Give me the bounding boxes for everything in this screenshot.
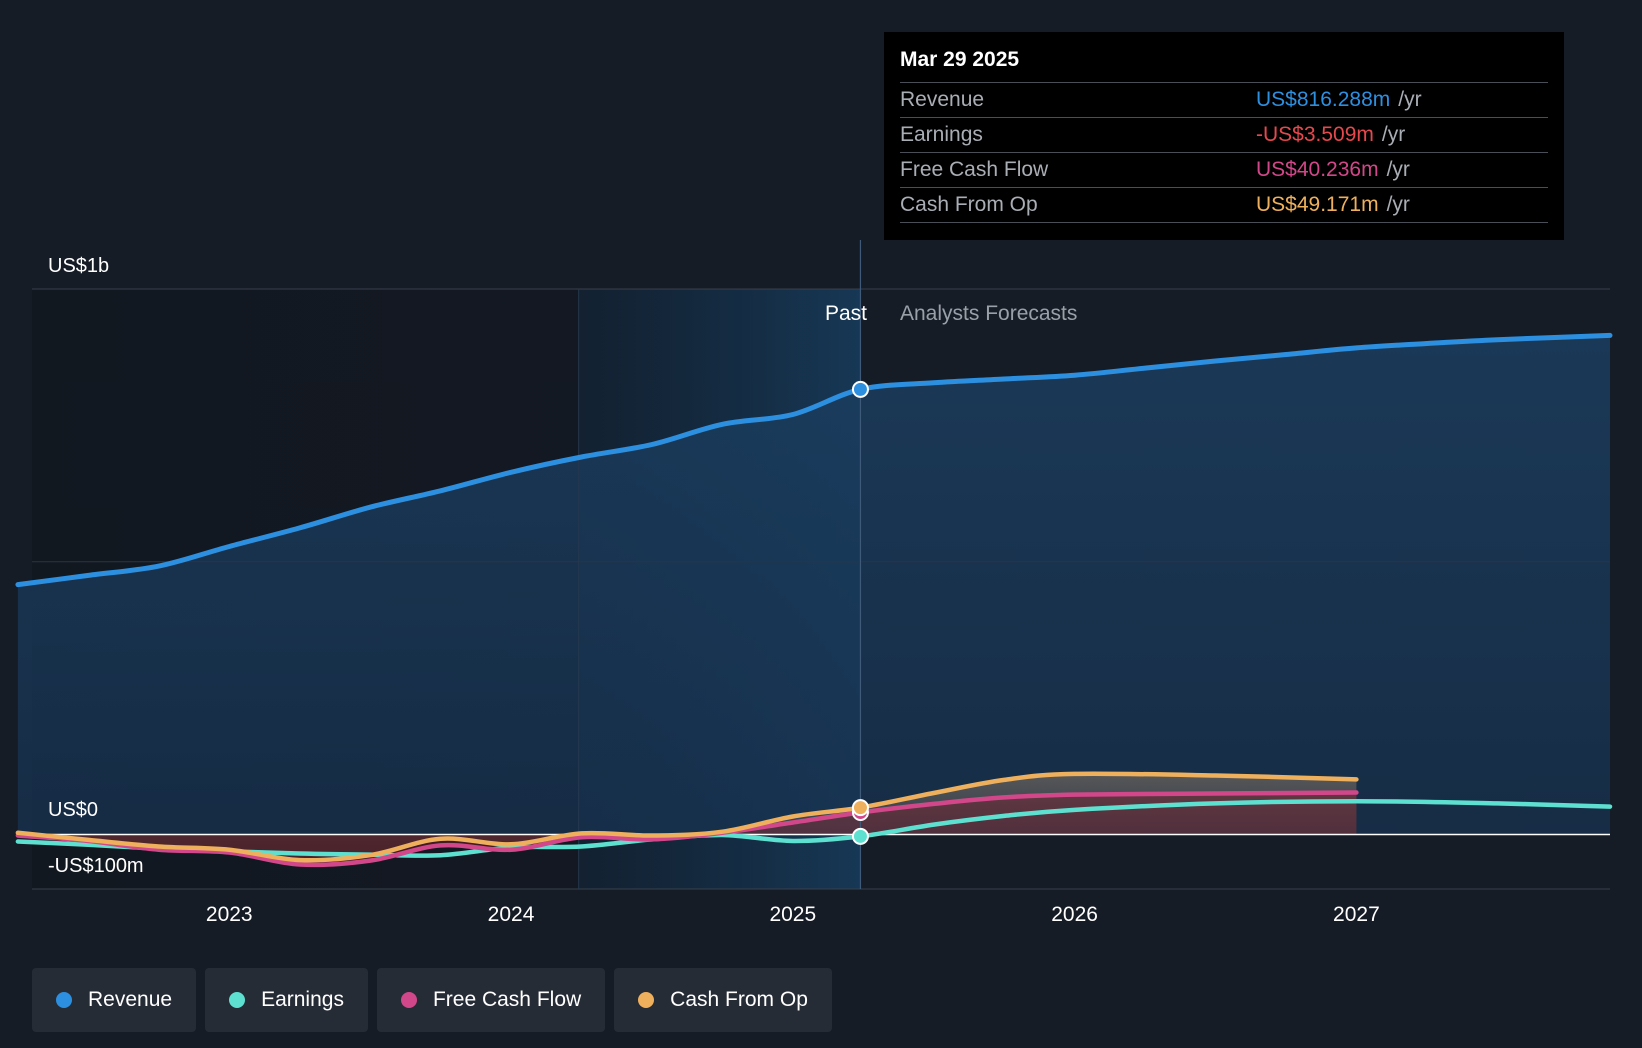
tooltip-row-free-cash-flow: Free Cash Flow US$40.236m /yr — [900, 152, 1548, 187]
marker-revenue — [851, 380, 869, 398]
x-tick-label: 2025 — [769, 903, 816, 926]
y-axis-bottom-label: -US$100m — [48, 855, 144, 877]
forecast-label: Analysts Forecasts — [900, 302, 1077, 325]
legend-item-earnings[interactable]: Earnings — [205, 968, 368, 1032]
tooltip-row-name: Free Cash Flow — [900, 158, 1049, 181]
tooltip-row-revenue: Revenue US$816.288m /yr — [900, 82, 1548, 117]
tooltip-row-value: -US$3.509m — [1256, 123, 1374, 146]
legend-dot-icon — [638, 992, 655, 1008]
legend-dot-icon — [229, 992, 246, 1008]
series-line-cash-from-op — [15, 771, 1359, 863]
tooltip-row-cash-from-op: Cash From Op US$49.171m /yr — [900, 187, 1548, 223]
legend-item-cash-from-op[interactable]: Cash From Op — [614, 968, 832, 1032]
x-tick-label: 2023 — [206, 903, 253, 926]
legend-label: Earnings — [261, 988, 344, 1011]
marker-cash-from-op — [851, 799, 869, 817]
x-tick-label: 2027 — [1333, 903, 1380, 926]
series-line-revenue — [15, 332, 1613, 588]
tooltip-row-value: US$40.236m — [1256, 158, 1379, 181]
legend-dot-icon — [56, 992, 72, 1008]
legend-dot-icon — [400, 992, 417, 1008]
tooltip: Mar 29 2025 Revenue US$816.288m /yr Earn… — [884, 32, 1564, 240]
tooltip-row-value: US$816.288m — [1256, 88, 1391, 111]
tooltip-row-value: US$49.171m — [1256, 193, 1379, 216]
tooltip-row-unit: /yr — [1398, 88, 1422, 111]
legend-label: Cash From Op — [670, 988, 808, 1011]
past-label: Past — [825, 302, 867, 325]
legend-item-free-cash-flow[interactable]: Free Cash Flow — [376, 968, 606, 1032]
legend-item-revenue[interactable]: Revenue — [32, 968, 197, 1032]
tooltip-row-unit: /yr — [1381, 123, 1406, 146]
tooltip-row-name: Revenue — [900, 88, 985, 111]
tooltip-row-earnings: Earnings -US$3.509m /yr — [900, 117, 1548, 152]
tooltip-row-name: Earnings — [900, 123, 983, 146]
legend: Revenue Earnings Free Cash Flow Cash Fro… — [32, 968, 832, 1032]
revenue-area — [17, 335, 1610, 835]
x-tick-label: 2026 — [1051, 903, 1098, 926]
y-axis-zero-label: US$0 — [48, 799, 98, 821]
free-cash-flow-area — [17, 792, 1357, 865]
legend-label: Free Cash Flow — [432, 988, 582, 1011]
legend-label: Revenue — [88, 988, 173, 1011]
series-line-free-cash-flow — [15, 790, 1359, 868]
tooltip-row-unit: /yr — [1386, 193, 1410, 216]
tooltip-date: Mar 29 2025 — [900, 48, 1020, 71]
tooltip-row-name: Cash From Op — [900, 193, 1038, 216]
y-axis-top-label: US$1b — [48, 255, 109, 277]
chart: US$1b US$0 -US$100m Past Analysts Foreca… — [15, 240, 1613, 926]
x-tick-label: 2024 — [488, 903, 535, 926]
tooltip-row-unit: /yr — [1386, 158, 1410, 181]
marker-earnings — [851, 827, 869, 845]
